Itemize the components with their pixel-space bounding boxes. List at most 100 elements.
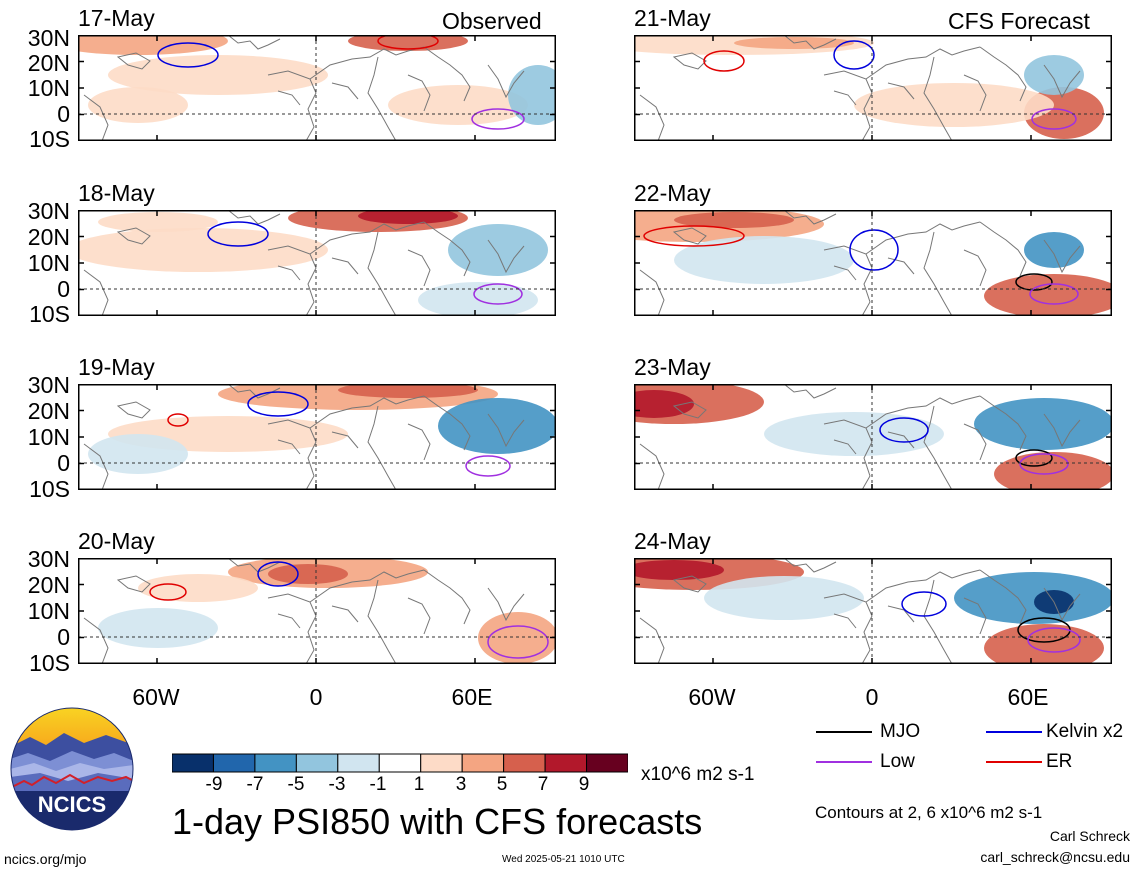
coastline: [407, 597, 431, 635]
lon-label-60w-right: 60W: [688, 684, 736, 710]
coastline: [783, 35, 837, 50]
coastline: [367, 579, 397, 664]
anomaly-blob: [1024, 55, 1084, 95]
coastline: [833, 90, 857, 106]
anomaly-blob: [78, 228, 328, 272]
lat-label: 30N: [27, 546, 70, 572]
lat-label: 0: [57, 450, 70, 476]
legend-label-kelvin: Kelvin x2: [1046, 721, 1124, 742]
lat-label: 20N: [27, 50, 70, 76]
coastline: [309, 221, 425, 255]
coastline: [227, 35, 281, 50]
lat-label: 20N: [27, 224, 70, 250]
panel-tag-observed: Observed: [442, 8, 542, 34]
coastline: [487, 587, 525, 622]
anomaly-blob: [268, 564, 348, 584]
coastline: [267, 245, 317, 316]
coastline: [331, 431, 359, 449]
contour-line: [901, 591, 947, 617]
coastline: [116, 401, 151, 419]
ncics-logo: NCICS: [10, 707, 134, 831]
coastline: [887, 431, 915, 449]
contour-line: [879, 417, 929, 443]
contour-line: [487, 625, 549, 659]
coastline: [639, 443, 665, 490]
coastline: [83, 269, 109, 316]
panel-date-left-2: 18-May: [78, 180, 155, 206]
anomaly-blob: [1024, 232, 1084, 268]
coastline: [277, 613, 301, 629]
coastline: [1043, 239, 1081, 274]
lat-label: 10S: [29, 301, 70, 327]
anomaly-blob: [674, 212, 794, 228]
contour-line: [471, 108, 525, 130]
lat-label: 10S: [29, 650, 70, 676]
colorbar-swatch: [503, 753, 546, 773]
map-frame: [78, 35, 556, 141]
panel-tag-forecast: CFS Forecast: [948, 8, 1090, 34]
panel-date-left-4: 20-May: [78, 528, 155, 554]
map-frame: [78, 384, 556, 490]
lat-label: 0: [57, 276, 70, 302]
map-frame: [78, 558, 556, 664]
anomaly-blob: [984, 624, 1104, 664]
coastline: [423, 569, 471, 625]
lon-label-60e-right: 60E: [1007, 684, 1049, 710]
anomaly-blob: [98, 212, 218, 232]
coastline: [227, 558, 281, 573]
author-name: Carl Schreck: [1049, 828, 1130, 844]
anomaly-blob: [674, 236, 854, 284]
coastline: [923, 405, 953, 490]
colorbar-swatch: [586, 753, 628, 773]
coastline: [833, 613, 857, 629]
contour-line: [207, 221, 269, 247]
coastline: [887, 257, 915, 275]
coastline: [639, 94, 665, 141]
contour-line: [1031, 108, 1077, 130]
contour-line: [1015, 449, 1053, 467]
colorbar-swatch: [461, 753, 505, 773]
coastline: [423, 46, 471, 102]
coastline: [116, 52, 151, 70]
lat-label: 30N: [27, 198, 70, 224]
footer-url[interactable]: ncics.org/mjo: [4, 851, 87, 867]
contours-note: Contours at 2, 6 x10^6 m2 s-1: [815, 803, 1043, 822]
coastline: [1043, 413, 1081, 448]
legend-line-kelvin: [986, 731, 1042, 733]
map-panel-right-3: [634, 384, 1112, 490]
contour-line: [643, 225, 745, 247]
map-panel-right-2: [634, 210, 1112, 316]
coastline: [367, 56, 397, 141]
panel-date-right-1: 21-May: [634, 5, 711, 31]
coastline: [487, 239, 525, 274]
map-panel-left-2: [78, 210, 556, 316]
anomaly-blob: [508, 65, 556, 125]
colorbar-tick-label: 7: [537, 774, 549, 795]
lat-label: 10N: [27, 250, 70, 276]
coastline: [331, 82, 359, 100]
coastline: [833, 265, 857, 281]
coastline: [367, 231, 397, 316]
contour-line: [1015, 273, 1053, 291]
coastline: [865, 395, 981, 429]
coastline: [83, 617, 109, 664]
lat-label: 20N: [27, 572, 70, 598]
contour-line: [465, 455, 511, 477]
contour-line: [849, 229, 899, 271]
coastline: [923, 231, 953, 316]
contour-line: [149, 583, 187, 601]
anomaly-blob: [88, 434, 188, 474]
coastline: [639, 269, 665, 316]
panel-date-left-1: 17-May: [78, 5, 155, 31]
coastline: [672, 401, 707, 419]
colorbar-swatch: [172, 753, 214, 773]
coastline: [979, 221, 1027, 277]
colorbar-units: x10^6 m2 s-1: [641, 764, 755, 785]
map-panel-right-4: [634, 558, 1112, 664]
colorbar-tick-label: -9: [205, 774, 223, 795]
coastline: [487, 64, 525, 99]
main-title: 1-day PSI850 with CFS forecasts: [172, 801, 703, 842]
colorbar-tick-label: -5: [287, 774, 305, 795]
coastline: [979, 46, 1027, 102]
coastline: [639, 617, 665, 664]
